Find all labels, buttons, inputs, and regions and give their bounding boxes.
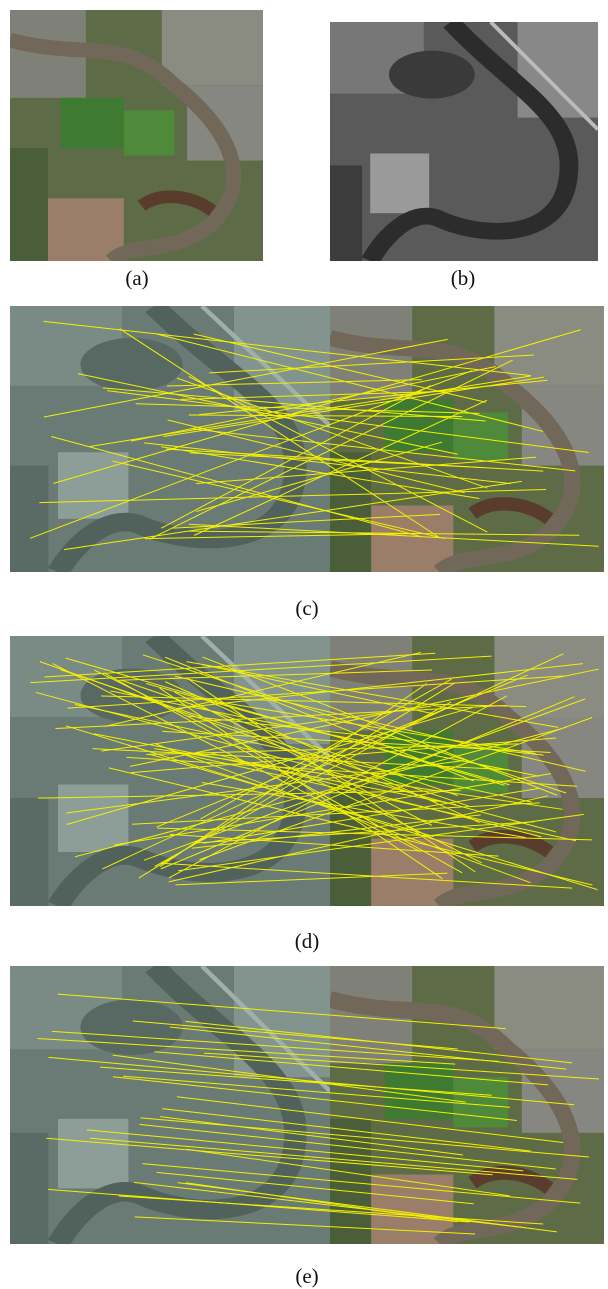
- figure: (a) (b) (c) (d) (e): [0, 0, 608, 1289]
- image-a: [10, 10, 263, 261]
- aerial-half: [330, 306, 604, 572]
- page: {"figure": {"labels": ["(a)", "(b)", "(c…: [0, 0, 608, 1289]
- tint: [10, 966, 330, 1244]
- caption: (c): [295, 596, 318, 620]
- caption: (a): [125, 266, 148, 290]
- image-b: [330, 22, 598, 261]
- caption: (e): [295, 1264, 318, 1288]
- caption: (d): [295, 929, 320, 953]
- caption: (b): [451, 266, 476, 290]
